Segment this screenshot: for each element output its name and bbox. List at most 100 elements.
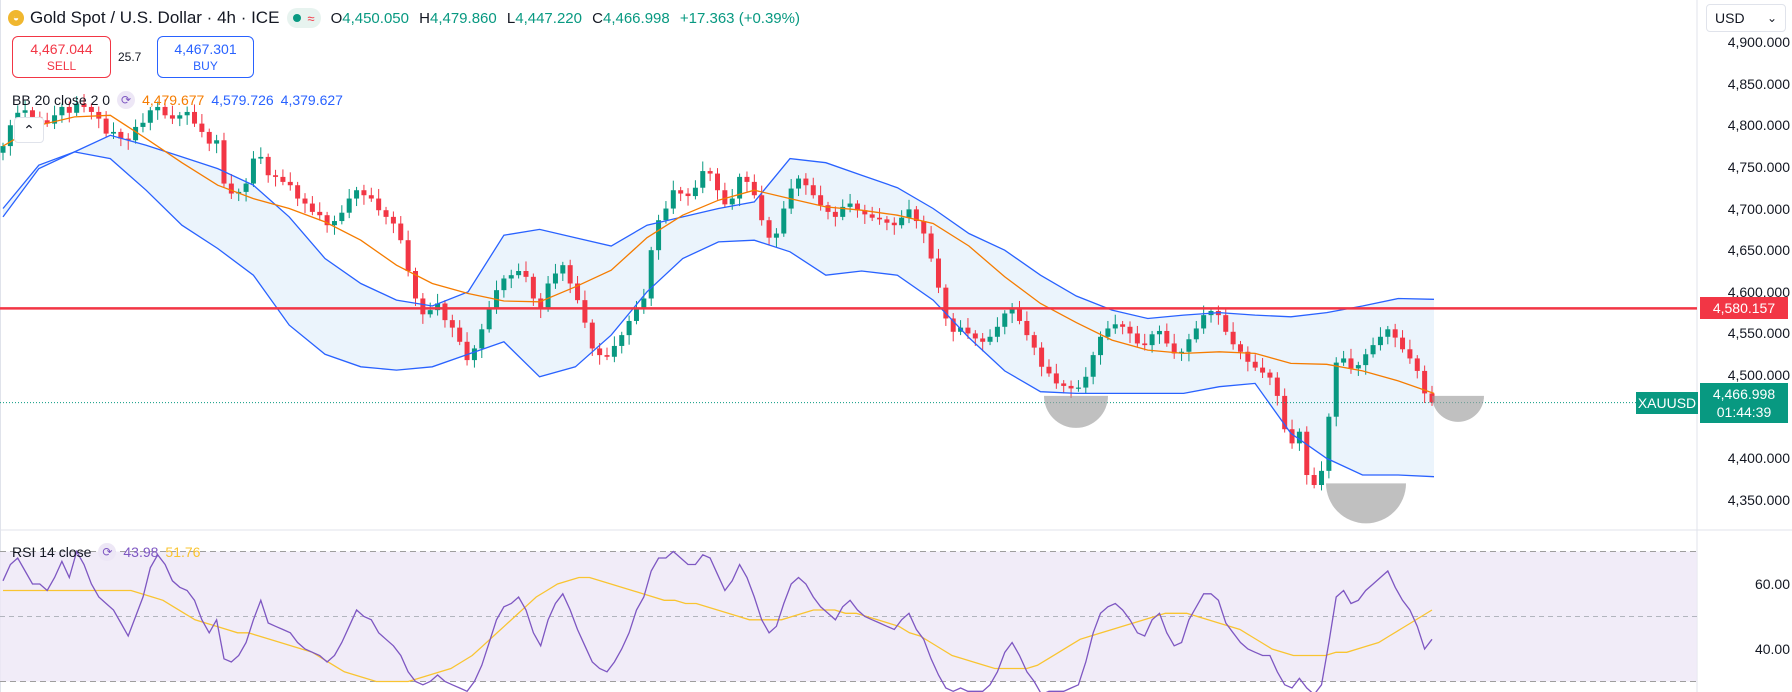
open-label: O <box>330 9 343 27</box>
candle <box>295 181 301 207</box>
rsi-axis-label: 60.00 <box>1754 576 1790 592</box>
rsi-line <box>2 549 1433 692</box>
candle <box>663 201 669 224</box>
candle <box>994 317 1000 343</box>
candle <box>1370 337 1376 358</box>
price-axis-label: 4,850.000 <box>1727 75 1790 92</box>
candle <box>228 173 234 199</box>
candle <box>567 259 573 294</box>
candle <box>589 319 595 356</box>
candle <box>449 314 455 338</box>
candle <box>1414 355 1420 379</box>
bollinger-upper-value: 4,579.726 <box>211 92 274 108</box>
candle <box>1075 380 1081 392</box>
rsi-ma-line <box>3 576 1433 683</box>
candle <box>457 320 463 346</box>
candle <box>1252 354 1258 371</box>
candle <box>501 275 507 298</box>
level-price-badge: 4,580.157 <box>1700 297 1788 320</box>
candle <box>258 147 264 164</box>
candle <box>162 99 168 119</box>
rsi-label[interactable]: RSI 14 close <box>12 544 92 560</box>
bollinger-basis <box>2 114 1435 395</box>
market-status-pill[interactable]: ≈ <box>287 8 321 28</box>
candle <box>22 100 28 119</box>
price-axis-label: 4,900.000 <box>1727 34 1790 50</box>
candle <box>125 133 131 150</box>
rsi-axis-label: 40.00 <box>1754 641 1790 657</box>
candle <box>538 293 544 319</box>
spread-value: 25.7 <box>118 50 142 64</box>
candle <box>987 329 993 346</box>
last-price-badge: 4,466.998 01:44:39 <box>1700 382 1788 423</box>
open-value: 4,450.050 <box>342 9 409 27</box>
candle <box>1149 330 1155 353</box>
candle <box>1156 325 1162 344</box>
candle <box>44 112 50 127</box>
rsi-legend[interactable]: RSI 14 close ⟳ 43.98 51.76 <box>12 542 200 562</box>
candle <box>66 101 72 123</box>
highlighted-low-marker <box>1326 483 1406 524</box>
symbol-badge: XAUUSD <box>1636 391 1698 414</box>
bollinger-basis-value: 4,479.677 <box>142 92 205 108</box>
candle <box>1363 348 1369 375</box>
candle <box>523 261 529 283</box>
candle <box>339 205 345 225</box>
symbol-title[interactable]: Gold Spot / U.S. Dollar · 4h · ICE <box>30 8 280 27</box>
candle <box>626 315 632 345</box>
sell-button[interactable]: 4,467.044 SELL <box>12 36 111 78</box>
candle <box>1105 320 1111 341</box>
candle <box>346 188 352 219</box>
symbol-legend[interactable]: ◒ Gold Spot / U.S. Dollar · 4h · ICE ≈ O… <box>8 7 806 29</box>
candle <box>737 173 743 207</box>
collapse-legend-button[interactable]: ⌃ <box>14 117 44 143</box>
currency-label: USD <box>1715 10 1745 26</box>
candle <box>935 248 941 294</box>
candle <box>744 171 750 192</box>
candle <box>692 180 698 200</box>
currency-selector[interactable]: USD ⌄ <box>1706 4 1786 32</box>
candle <box>530 273 536 306</box>
price-axis-label: 4,500.000 <box>1727 367 1790 384</box>
candle <box>383 206 389 225</box>
candle <box>390 211 396 234</box>
bollinger-upper-band <box>2 134 1435 320</box>
candle <box>1260 358 1266 379</box>
buy-button[interactable]: 4,467.301 BUY <box>157 36 254 78</box>
candle <box>884 216 890 231</box>
highlighted-low-marker <box>1044 395 1108 428</box>
candle <box>950 313 956 342</box>
candle <box>560 261 566 281</box>
candle <box>206 128 212 152</box>
candle <box>287 172 293 191</box>
candle <box>877 208 883 225</box>
rsi-ma-value: 51.76 <box>165 544 201 560</box>
candle <box>818 185 824 211</box>
candle <box>118 128 124 147</box>
candle <box>1098 331 1104 365</box>
refresh-icon[interactable]: ⟳ <box>117 91 136 109</box>
candle <box>670 180 676 214</box>
candle <box>552 263 558 289</box>
ohlc-values: O4,450.050 H4,479.860 L4,447.220 C4,466.… <box>331 10 806 27</box>
candle <box>1002 310 1008 335</box>
bollinger-label[interactable]: BB 20 close 2 0 <box>12 92 111 108</box>
candle <box>1024 311 1030 341</box>
bar-countdown: 01:44:39 <box>1716 403 1772 420</box>
candle <box>376 188 382 216</box>
candle <box>1311 467 1317 489</box>
candle <box>7 119 13 156</box>
bollinger-legend[interactable]: BB 20 close 2 0 ⟳ 4,479.677 4,579.726 4,… <box>12 90 343 110</box>
price-axis-label: 4,550.000 <box>1727 325 1790 342</box>
last-price-value: 4,466.998 <box>1712 385 1776 402</box>
candle <box>751 174 757 199</box>
candle <box>1068 380 1074 398</box>
candle <box>442 300 448 328</box>
candle <box>545 275 551 312</box>
refresh-icon[interactable]: ⟳ <box>98 543 117 561</box>
price-axis-label: 4,800.000 <box>1727 117 1790 134</box>
candle <box>715 168 720 200</box>
candle <box>1267 369 1273 386</box>
candle <box>891 217 897 235</box>
